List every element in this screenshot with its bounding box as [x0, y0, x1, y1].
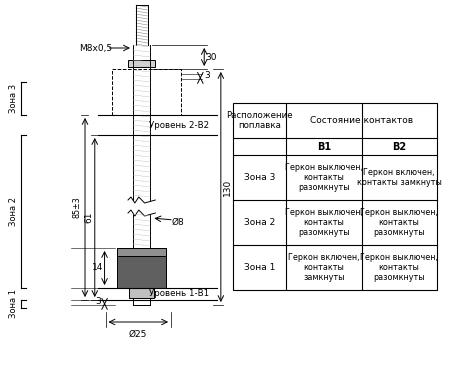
Text: M8x0,5: M8x0,5	[79, 44, 112, 52]
Text: Геркон выключен,
контакты
разомкнуты: Геркон выключен, контакты разомкнуты	[360, 208, 438, 237]
Text: Геркон выключен,
контакты
разомкнуты: Геркон выключен, контакты разомкнуты	[285, 208, 363, 237]
Text: B2: B2	[392, 142, 406, 152]
Text: Геркон выключен,
контакты
разомкнуты: Геркон выключен, контакты разомкнуты	[360, 252, 438, 282]
Text: Геркон включен,
контакты
замкнуты: Геркон включен, контакты замкнуты	[288, 252, 360, 282]
Bar	[233, 103, 437, 290]
Text: Зона 2: Зона 2	[244, 218, 275, 227]
Text: 130: 130	[223, 178, 232, 196]
Text: Зона 3: Зона 3	[244, 173, 275, 182]
Bar	[128, 60, 155, 67]
Text: Ø25: Ø25	[129, 330, 147, 338]
Text: B1: B1	[317, 142, 331, 152]
Text: Зона 2: Зона 2	[9, 196, 18, 225]
Bar	[117, 248, 166, 256]
Text: 14: 14	[92, 264, 104, 273]
Text: Геркон включен,
контакты замкнуты: Геркон включен, контакты замкнуты	[357, 168, 441, 187]
Text: Геркон выключен,
контакты
разомкнуты: Геркон выключен, контакты разомкнуты	[285, 163, 363, 192]
Text: 30: 30	[205, 52, 217, 62]
Text: 3: 3	[95, 298, 101, 306]
Bar	[112, 69, 181, 115]
Text: 3: 3	[204, 72, 210, 80]
Bar	[129, 288, 154, 298]
Text: Ø8: Ø8	[171, 218, 184, 226]
Text: 61: 61	[85, 211, 94, 223]
Text: Уровень 2-В2: Уровень 2-В2	[149, 120, 209, 130]
Text: Расположение
поплавка: Расположение поплавка	[226, 111, 293, 130]
Text: Зона 1: Зона 1	[9, 290, 18, 319]
Text: Зона 3: Зона 3	[9, 83, 18, 113]
Text: 85±3: 85±3	[73, 196, 82, 218]
Text: Зона 1: Зона 1	[244, 263, 275, 272]
Text: Состояние контактов: Состояние контактов	[310, 116, 413, 125]
Bar	[117, 248, 166, 288]
Text: Уровень 1-В1: Уровень 1-В1	[149, 290, 209, 298]
